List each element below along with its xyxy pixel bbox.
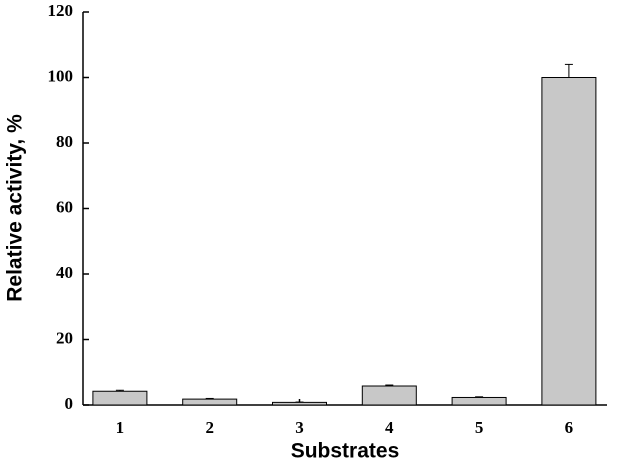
x-tick-label: 1 bbox=[116, 418, 125, 437]
bar bbox=[361, 385, 417, 406]
x-tick-label: 6 bbox=[565, 418, 574, 437]
y-tick-label: 20 bbox=[56, 328, 73, 347]
bar bbox=[451, 396, 507, 406]
x-tick-label: 5 bbox=[475, 418, 484, 437]
x-axis-label: Substrates bbox=[291, 440, 400, 463]
y-tick-label: 80 bbox=[56, 132, 73, 151]
y-tick-label: 40 bbox=[56, 263, 73, 282]
y-tick-label: 0 bbox=[65, 394, 74, 413]
x-tick-label: 2 bbox=[205, 418, 214, 437]
bar bbox=[272, 401, 327, 406]
x-tick-label: 4 bbox=[385, 418, 394, 437]
y-tick-label: 100 bbox=[48, 66, 74, 85]
y-axis-label: Relative activity, % bbox=[4, 114, 27, 302]
bar bbox=[92, 390, 148, 406]
y-tick-label: 120 bbox=[48, 1, 74, 20]
x-tick-label: 3 bbox=[295, 418, 304, 437]
y-tick-label: 60 bbox=[56, 197, 73, 216]
bar bbox=[541, 77, 597, 406]
bar bbox=[182, 398, 238, 406]
